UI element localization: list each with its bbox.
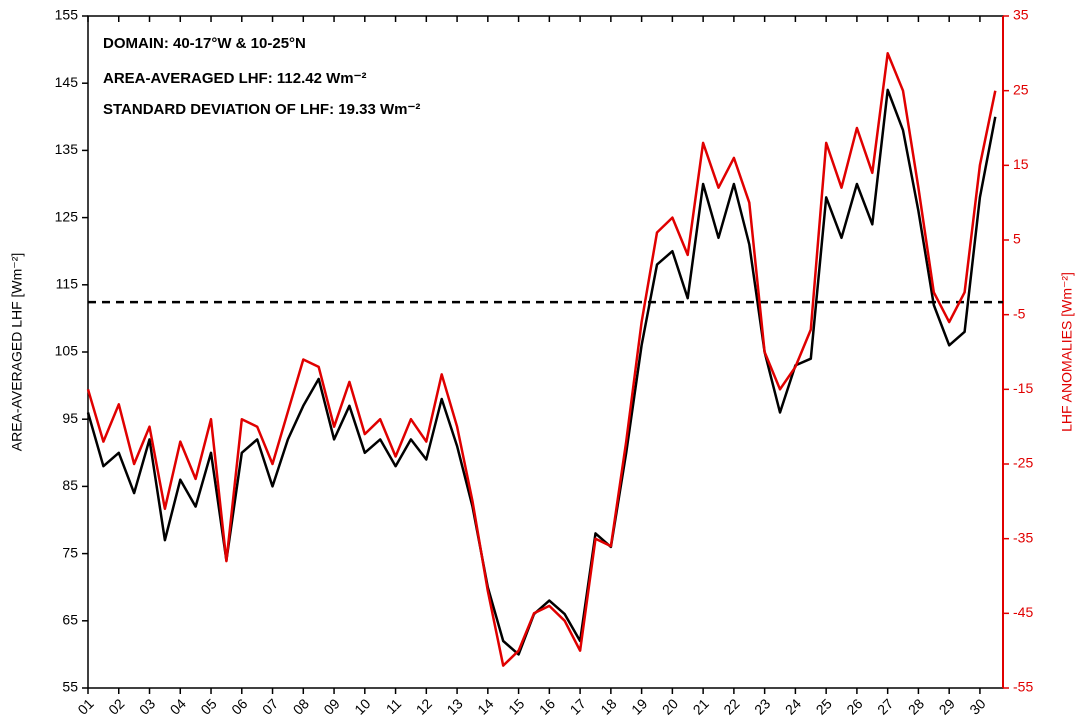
y2-tick-label: 25: [1013, 81, 1029, 97]
x-tick-label: 05: [197, 695, 219, 717]
y2-tick-label: -55: [1013, 679, 1033, 695]
x-tick-label: 24: [782, 695, 804, 717]
x-tick-label: 23: [751, 695, 773, 717]
x-tick-label: 07: [259, 695, 281, 717]
x-tick-label: 09: [320, 695, 342, 717]
x-tick-label: 12: [413, 695, 435, 717]
x-tick-label: 13: [443, 695, 465, 717]
x-tick-label: 26: [843, 695, 865, 717]
y-tick-label: 125: [55, 208, 79, 224]
x-tick-label: 21: [690, 695, 712, 717]
x-tick-label: 29: [936, 695, 958, 717]
x-tick-label: 02: [105, 695, 127, 717]
y2-tick-label: 15: [1013, 156, 1029, 172]
x-tick-label: 08: [290, 695, 312, 717]
y-tick-label: 75: [62, 544, 78, 560]
x-tick-label: 18: [597, 695, 619, 717]
x-tick-label: 25: [813, 695, 835, 717]
x-tick-label: 03: [136, 695, 158, 717]
y-tick-label: 85: [62, 477, 78, 493]
y2-tick-label: -35: [1013, 529, 1033, 545]
y-tick-label: 145: [55, 74, 79, 90]
y2-tick-label: -5: [1013, 305, 1026, 321]
y-tick-label: 135: [55, 141, 79, 157]
annotation: AREA-AVERAGED LHF: 112.42 Wm⁻²: [103, 70, 367, 87]
y2-tick-label: 35: [1013, 7, 1029, 23]
x-tick-label: 15: [505, 695, 527, 717]
annotation: STANDARD DEVIATION OF LHF: 19.33 Wm⁻²: [103, 101, 420, 118]
y-tick-label: 115: [56, 276, 79, 292]
x-tick-label: 06: [228, 695, 250, 717]
y2-axis-label: LHF ANOMALIES [Wm⁻²]: [1059, 272, 1075, 432]
y-tick-label: 55: [62, 679, 78, 695]
y2-tick-label: -15: [1013, 380, 1033, 396]
x-tick-label: 17: [567, 695, 589, 717]
x-tick-label: 22: [720, 695, 742, 717]
x-tick-label: 20: [659, 695, 681, 717]
x-tick-label: 11: [383, 695, 405, 717]
x-tick-label: 01: [74, 695, 96, 717]
y2-tick-label: -45: [1013, 604, 1033, 620]
y-tick-label: 65: [62, 612, 78, 628]
y-tick-label: 155: [55, 7, 79, 23]
x-tick-label: 27: [874, 695, 896, 717]
y2-tick-label: -25: [1013, 455, 1033, 471]
x-tick-label: 30: [966, 695, 988, 717]
x-tick-label: 04: [167, 695, 189, 717]
x-tick-label: 19: [628, 695, 650, 717]
annotation: DOMAIN: 40-17°W & 10-25°N: [103, 35, 306, 52]
y2-tick-label: 5: [1013, 231, 1021, 247]
x-tick-label: 16: [536, 695, 558, 717]
x-tick-label: 10: [351, 695, 373, 717]
y-tick-label: 105: [55, 343, 79, 359]
data-line: [86, 52, 997, 667]
x-tick-label: 14: [474, 695, 496, 717]
y-axis-label: AREA-AVERAGED LHF [Wm⁻²]: [9, 253, 25, 451]
y-tick-label: 95: [62, 410, 78, 426]
x-tick-label: 28: [905, 695, 927, 717]
data-line: [86, 88, 997, 656]
